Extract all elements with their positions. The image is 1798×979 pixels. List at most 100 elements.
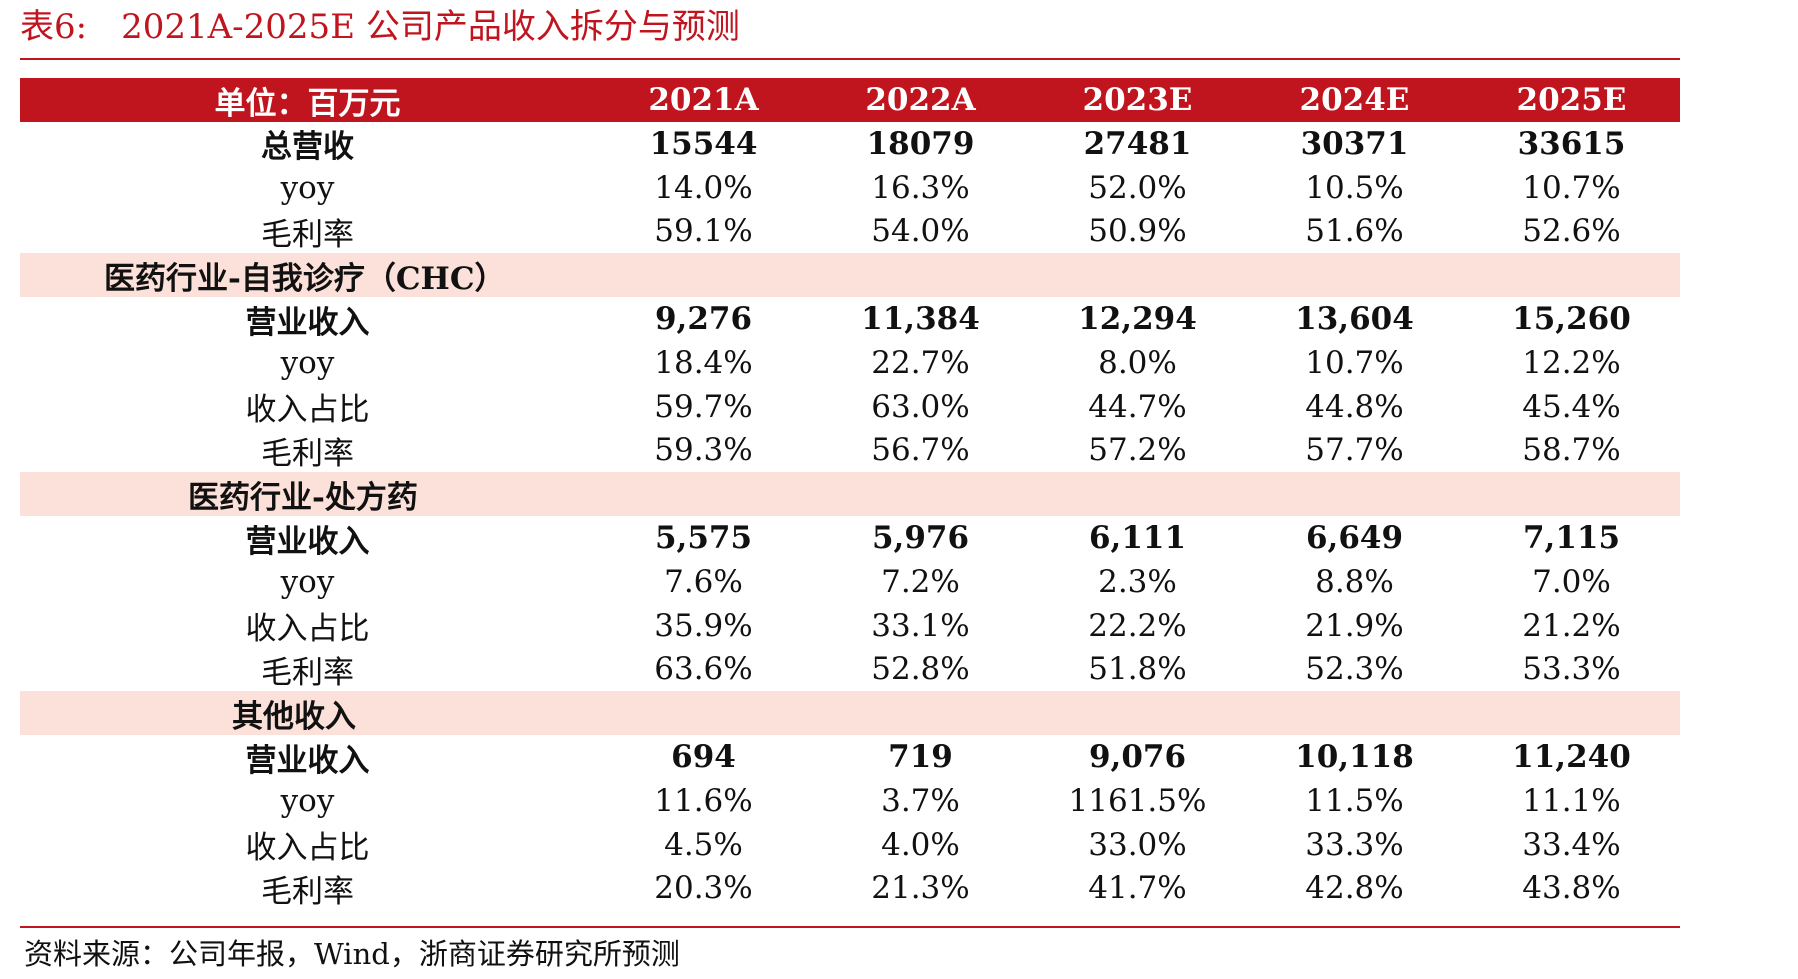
- row-label: 毛利率: [261, 217, 354, 253]
- table-cell: 12.2%: [1522, 344, 1621, 381]
- table-cell: 59.7%: [654, 388, 753, 425]
- table-cell: 9,276: [654, 301, 753, 338]
- table-cell: 51.8%: [1088, 651, 1187, 688]
- table-number: 表6:: [20, 7, 88, 47]
- table-cell: 41.7%: [1088, 870, 1187, 907]
- unit-header: 单位：百万元: [214, 85, 401, 122]
- table-cell: 8.8%: [1315, 563, 1394, 600]
- year-header: 2022A: [865, 82, 976, 118]
- table-caption: 表6: 2021A-2025E 公司产品收入拆分与预测: [20, 4, 740, 50]
- table-cell: 5,575: [654, 520, 753, 557]
- table-row: 毛利率 59.1% 54.0% 50.9% 51.6% 52.6%: [20, 210, 1680, 254]
- table-cell: 10,118: [1295, 739, 1414, 776]
- table-cell: 22.2%: [1088, 607, 1187, 644]
- row-label: yoy: [280, 563, 335, 600]
- table-cell: 7.2%: [881, 563, 960, 600]
- bottom-rule: [20, 926, 1680, 928]
- table-cell: 44.8%: [1305, 388, 1404, 425]
- table-cell: 58.7%: [1522, 432, 1621, 469]
- table-cell: 30371: [1300, 125, 1409, 162]
- table-row: 收入占比 59.7% 63.0% 44.7% 44.8% 45.4%: [20, 385, 1680, 429]
- row-label: 毛利率: [261, 873, 354, 910]
- table-cell: 2.3%: [1098, 563, 1177, 600]
- table-row: 营业收入 5,575 5,976 6,111 6,649 7,115: [20, 516, 1680, 560]
- table-cell: 11,240: [1512, 739, 1631, 776]
- year-header: 2025E: [1516, 82, 1627, 118]
- table-row: 收入占比 4.5% 4.0% 33.0% 33.3% 33.4%: [20, 823, 1680, 867]
- table-cell: 11,384: [861, 301, 980, 338]
- table-cell: 21.9%: [1305, 607, 1404, 644]
- row-label: 毛利率: [261, 654, 354, 691]
- table-cell: 7,115: [1522, 520, 1621, 557]
- source-note: 资料来源：公司年报，Wind，浙商证券研究所预测: [24, 937, 680, 971]
- table-cell: 13,604: [1295, 301, 1414, 338]
- table-cell: 33615: [1517, 125, 1626, 162]
- row-label: 总营收: [261, 129, 354, 166]
- table-cell: 15544: [649, 125, 758, 162]
- table-row: 营业收入 694 719 9,076 10,118 11,240: [20, 735, 1680, 779]
- table-cell: 56.7%: [871, 432, 970, 469]
- table-cell: 43.8%: [1522, 870, 1621, 907]
- table-row: 毛利率 63.6% 52.8% 51.8% 52.3% 53.3%: [20, 648, 1680, 692]
- table-cell: 12,294: [1078, 301, 1197, 338]
- section-title: 其他收入: [232, 698, 356, 735]
- table-cell: 10.7%: [1305, 344, 1404, 381]
- table-cell: 53.3%: [1522, 651, 1621, 688]
- table-row: yoy 14.0% 16.3% 52.0% 10.5% 10.7%: [20, 166, 1680, 210]
- table-cell: 11.5%: [1305, 782, 1404, 819]
- section-row: 医药行业-处方药: [20, 472, 1680, 517]
- year-header: 2023E: [1082, 82, 1193, 118]
- table-cell: 8.0%: [1098, 344, 1177, 381]
- year-header: 2024E: [1299, 82, 1410, 118]
- table-cell: 10.5%: [1305, 169, 1404, 206]
- table-cell: 18.4%: [654, 344, 753, 381]
- table-cell: 51.6%: [1305, 213, 1404, 250]
- table-cell: 63.0%: [871, 388, 970, 425]
- table-cell: 52.8%: [871, 651, 970, 688]
- section-row: 医药行业-自我诊疗（CHC）: [20, 253, 1680, 298]
- row-label: 营业收入: [245, 523, 370, 560]
- table-cell: 14.0%: [654, 169, 753, 206]
- table-cell: 21.3%: [871, 870, 970, 907]
- table-cell: 16.3%: [871, 169, 970, 206]
- table-row: yoy 7.6% 7.2% 2.3% 8.8% 7.0%: [20, 560, 1680, 604]
- table-cell: 52.0%: [1088, 169, 1187, 206]
- table-cell: 59.3%: [654, 432, 753, 469]
- table-cell: 63.6%: [654, 651, 753, 688]
- header-row: 单位：百万元 2021A 2022A 2023E 2024E 2025E: [20, 78, 1680, 122]
- row-label: 毛利率: [261, 435, 354, 472]
- table-cell: 33.4%: [1522, 826, 1621, 863]
- table-cell: 50.9%: [1088, 213, 1187, 250]
- table-cell: 11.6%: [654, 782, 753, 819]
- table-cell: 11.1%: [1522, 782, 1621, 819]
- table-cell: 10.7%: [1522, 169, 1621, 206]
- table-cell: 27481: [1083, 125, 1192, 162]
- row-label: 收入占比: [245, 392, 370, 429]
- table-cell: 9,076: [1088, 739, 1187, 776]
- top-rule: [20, 58, 1680, 60]
- table-cell: 20.3%: [654, 870, 753, 907]
- table-row: yoy 18.4% 22.7% 8.0% 10.7% 12.2%: [20, 341, 1680, 385]
- row-label: 营业收入: [245, 304, 370, 341]
- table-cell: 21.2%: [1522, 607, 1621, 644]
- table-cell: 59.1%: [654, 213, 753, 250]
- section-title: 医药行业-处方药: [188, 479, 418, 516]
- table-cell: 7.6%: [664, 563, 743, 600]
- table-cell: 57.2%: [1088, 432, 1187, 469]
- row-label: 营业收入: [245, 742, 370, 779]
- table-cell: 4.5%: [664, 826, 743, 863]
- table-cell: 52.3%: [1305, 651, 1404, 688]
- table-cell: 3.7%: [881, 782, 960, 819]
- table-cell: 719: [888, 739, 953, 776]
- table-cell: 6,649: [1305, 520, 1404, 557]
- table-cell: 45.4%: [1522, 388, 1621, 425]
- table-cell: 7.0%: [1532, 563, 1611, 600]
- table-cell: 42.8%: [1305, 870, 1404, 907]
- table-row: 收入占比 35.9% 33.1% 22.2% 21.9% 21.2%: [20, 604, 1680, 648]
- table-row: 总营收 15544 18079 27481 30371 33615: [20, 122, 1680, 166]
- revenue-table: 单位：百万元 2021A 2022A 2023E 2024E 2025E 总营收…: [20, 78, 1680, 910]
- row-label: 收入占比: [245, 830, 370, 867]
- table-row: 毛利率 20.3% 21.3% 41.7% 42.8% 43.8%: [20, 867, 1680, 911]
- table-cell: 44.7%: [1088, 388, 1187, 425]
- table-cell: 33.1%: [871, 607, 970, 644]
